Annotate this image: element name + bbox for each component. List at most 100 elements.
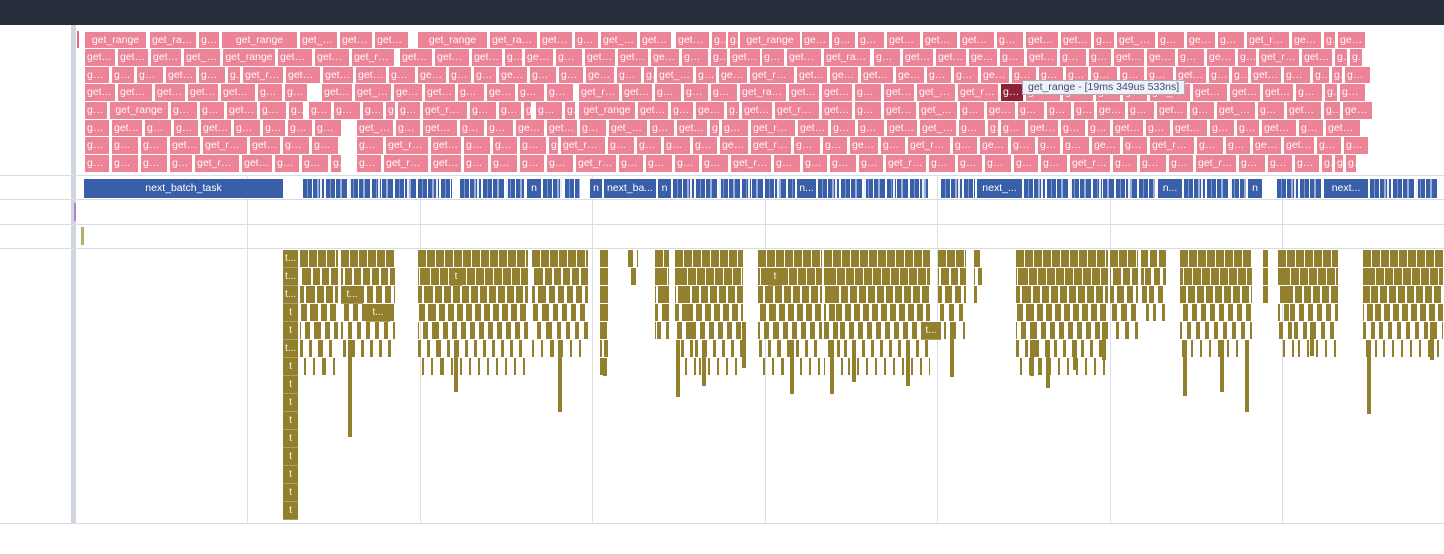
flame-level-strip[interactable] xyxy=(1278,268,1338,285)
get-range-span[interactable]: get_range xyxy=(449,66,471,84)
get-range-span[interactable]: get_range xyxy=(536,102,562,119)
get-range-span[interactable]: get_range xyxy=(855,102,881,119)
get-range-span[interactable]: get_range xyxy=(302,155,328,172)
get-range-span[interactable]: get_range xyxy=(684,84,708,102)
get-range-span[interactable]: get_range xyxy=(85,155,109,172)
flame-level-strip[interactable] xyxy=(938,250,966,267)
get-range-span[interactable]: get_range xyxy=(1258,102,1284,119)
flame-spike[interactable] xyxy=(1220,340,1224,392)
flame-level-strip[interactable] xyxy=(600,250,608,267)
flame-level-strip[interactable] xyxy=(418,286,528,303)
get-range-span[interactable]: get_range xyxy=(1237,119,1259,137)
get-range-span[interactable]: get_range xyxy=(1091,66,1117,84)
get-range-span[interactable]: get_range xyxy=(1128,102,1154,119)
get-range-span[interactable]: get_range xyxy=(85,119,109,137)
flame-stack-span[interactable]: t... xyxy=(283,286,298,304)
flame-level-strip[interactable] xyxy=(655,268,669,285)
get-range-span[interactable]: get_range xyxy=(676,31,709,49)
get-range-span[interactable]: get_range xyxy=(650,119,674,137)
get-range-span[interactable]: get_range xyxy=(141,155,167,172)
get-range-span[interactable]: get_range xyxy=(1178,49,1204,66)
flame-level-strip[interactable] xyxy=(532,286,588,303)
get-range-span[interactable]: get_range xyxy=(959,119,985,137)
get-range-span[interactable]: get_range xyxy=(275,155,299,172)
get-range-span[interactable]: get_range xyxy=(174,119,198,137)
flame-level-strip[interactable] xyxy=(1180,250,1252,267)
task-activity-strip[interactable] xyxy=(460,179,524,198)
flame-level-strip[interactable] xyxy=(655,250,669,267)
flame-stack-span[interactable]: t xyxy=(283,502,298,520)
get-range-span[interactable]: get_range xyxy=(655,84,681,102)
get-range-span[interactable]: get_range xyxy=(1313,66,1329,84)
flame-spike[interactable] xyxy=(906,340,910,386)
get-range-span[interactable]: get_range xyxy=(710,119,719,137)
get-range-span[interactable]: get_range xyxy=(85,49,115,66)
get-range-span[interactable]: get_range xyxy=(884,84,914,102)
get-range-span[interactable]: get_range xyxy=(300,31,337,49)
get-range-span[interactable]: get_range xyxy=(1146,119,1170,137)
get-range-span[interactable]: get_range xyxy=(802,31,829,49)
flame-level-strip[interactable] xyxy=(300,322,338,339)
flame-level-strip[interactable] xyxy=(300,268,338,285)
get-range-span[interactable]: get_range xyxy=(711,49,727,66)
get-range-span[interactable]: get_range xyxy=(727,102,739,119)
get-range-span[interactable]: get_range xyxy=(702,155,728,172)
flame-level-strip[interactable] xyxy=(600,340,608,357)
get-range-span[interactable]: get_range xyxy=(260,102,286,119)
flame-stack-span[interactable]: t... xyxy=(283,250,298,268)
flame-stack-span[interactable]: t xyxy=(283,412,298,430)
get-range-span[interactable]: get_range xyxy=(1117,31,1155,49)
get-range-span[interactable]: get_range xyxy=(958,84,998,102)
get-range-span[interactable]: get_range xyxy=(969,49,997,66)
get-range-span[interactable]: get_range xyxy=(487,84,515,102)
flame-level-strip[interactable] xyxy=(758,250,822,267)
flame-level-strip[interactable] xyxy=(341,268,395,285)
get-range-span[interactable]: get_range xyxy=(1140,155,1166,172)
get-range-span[interactable]: get_range xyxy=(312,137,338,155)
get-range-span[interactable]: get_range xyxy=(1302,49,1332,66)
flame-level-strip[interactable] xyxy=(418,322,528,339)
flame-spike[interactable] xyxy=(676,340,680,397)
get-range-span[interactable]: get_range xyxy=(858,31,884,49)
flame-level-strip[interactable] xyxy=(1110,250,1138,267)
flame-level-strip[interactable] xyxy=(300,340,338,357)
flame-level-strip[interactable] xyxy=(600,268,608,285)
get-range-span[interactable]: get_range xyxy=(285,84,307,102)
flame-level-strip[interactable] xyxy=(600,286,608,303)
get-range-span[interactable]: get_range xyxy=(1247,31,1289,49)
get-range-span[interactable]: get_range xyxy=(423,102,467,119)
get-range-span[interactable]: get_range xyxy=(575,31,598,49)
flame-level-strip[interactable] xyxy=(600,322,608,339)
get-range-span[interactable]: get_range xyxy=(355,84,391,102)
get-range-span[interactable]: get_range xyxy=(903,49,933,66)
get-range-span[interactable]: get_range xyxy=(638,102,668,119)
get-range-span[interactable]: get_range xyxy=(794,137,820,155)
get-range-span[interactable]: get_range xyxy=(619,155,643,172)
get-range-span[interactable]: get_range xyxy=(171,102,197,119)
get-range-span[interactable]: get_range xyxy=(1173,119,1207,137)
get-range-span[interactable]: get_range xyxy=(1326,119,1360,137)
flame-level-strip[interactable] xyxy=(1363,304,1443,321)
get-range-span[interactable]: get_range xyxy=(1028,119,1058,137)
get-range-span[interactable]: get_range xyxy=(460,119,484,137)
get-range-span[interactable]: get_range xyxy=(85,31,146,49)
get-range-span[interactable]: get_range xyxy=(112,119,142,137)
get-range-span[interactable]: get_range xyxy=(145,119,171,137)
flame-level-strip[interactable] xyxy=(675,268,743,285)
get-range-span[interactable]: get_range xyxy=(1061,31,1091,49)
get-range-span[interactable]: get_range xyxy=(960,31,994,49)
get-range-span[interactable]: get_range xyxy=(458,84,484,102)
get-range-span[interactable]: get_range xyxy=(565,102,575,119)
flame-level-strip[interactable] xyxy=(1141,286,1166,303)
flame-level-strip[interactable] xyxy=(1263,250,1268,267)
get-range-span[interactable]: get_range xyxy=(720,137,748,155)
get-range-span[interactable]: get_range xyxy=(1012,66,1036,84)
get-range-span[interactable]: get_range xyxy=(195,155,239,172)
get-range-span[interactable]: get_range xyxy=(431,137,461,155)
get-range-span[interactable]: get_range xyxy=(671,102,693,119)
task-activity-strip[interactable] xyxy=(565,179,580,198)
flame-level-strip[interactable] xyxy=(1141,304,1166,321)
get-range-span[interactable]: get_range xyxy=(505,49,522,66)
get-range-span[interactable]: get_range xyxy=(887,119,917,137)
get-range-span[interactable]: get_range xyxy=(1193,84,1227,102)
